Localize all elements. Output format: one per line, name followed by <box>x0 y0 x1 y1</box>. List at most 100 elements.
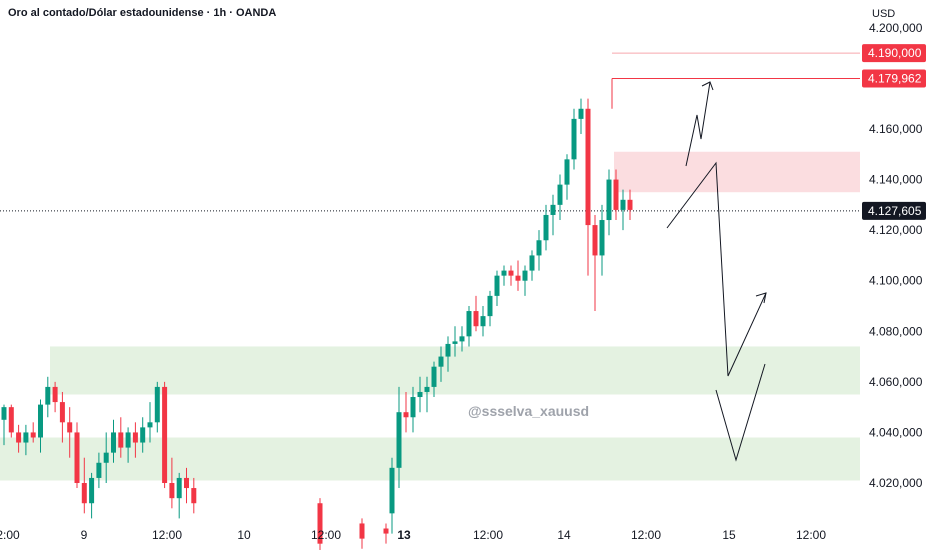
x-tick-label: 14 <box>557 528 571 542</box>
candle[interactable] <box>45 376 51 418</box>
candle-body <box>550 204 556 215</box>
candle[interactable] <box>111 419 116 463</box>
candle-body <box>424 386 430 392</box>
candle-body <box>592 225 598 256</box>
candle[interactable] <box>487 290 493 327</box>
candle[interactable] <box>543 204 549 251</box>
candle-body <box>389 467 395 514</box>
candle-body <box>599 220 605 256</box>
candle[interactable] <box>389 457 395 534</box>
candle[interactable] <box>125 427 131 463</box>
candle[interactable] <box>501 265 507 286</box>
candle[interactable] <box>424 376 430 413</box>
candle[interactable] <box>431 361 437 398</box>
candle-body <box>59 402 65 423</box>
candle[interactable] <box>383 523 389 544</box>
candle[interactable] <box>585 98 591 276</box>
price-label-box <box>862 69 926 88</box>
candle[interactable] <box>592 214 598 312</box>
candle[interactable] <box>473 295 479 332</box>
candle[interactable] <box>176 472 182 519</box>
candle-body <box>118 432 124 448</box>
x-tick-label: 10 <box>237 528 251 542</box>
candle[interactable] <box>154 381 160 433</box>
levels-layer <box>0 52 860 212</box>
candle[interactable] <box>162 381 168 489</box>
candle[interactable] <box>30 422 36 443</box>
candle[interactable] <box>494 270 500 306</box>
candle[interactable] <box>359 518 365 549</box>
candle[interactable] <box>59 391 65 443</box>
candle[interactable] <box>536 230 542 271</box>
candle[interactable] <box>620 189 626 231</box>
candle[interactable] <box>522 265 528 296</box>
candle-body <box>578 108 584 119</box>
candle[interactable] <box>81 457 87 514</box>
candle[interactable] <box>410 386 416 433</box>
candle[interactable] <box>52 381 58 413</box>
x-tick-label: 15 <box>722 528 736 542</box>
candle[interactable] <box>396 386 402 489</box>
candle[interactable] <box>515 260 521 291</box>
candle-body <box>191 488 197 504</box>
candle[interactable] <box>459 326 465 352</box>
candle[interactable] <box>23 424 29 456</box>
candle[interactable] <box>445 336 451 372</box>
candle[interactable] <box>74 422 80 489</box>
candle[interactable] <box>508 265 514 286</box>
candle[interactable] <box>38 399 43 453</box>
y-axis: 4.020,000 4.040,000 4.060,000 4.080,000 4.10… <box>869 21 923 490</box>
candle[interactable] <box>557 174 563 221</box>
candle[interactable] <box>564 154 570 200</box>
candle[interactable] <box>599 204 605 276</box>
candle[interactable] <box>147 402 153 443</box>
candle-body <box>620 199 626 210</box>
candle[interactable] <box>452 326 458 357</box>
candle[interactable] <box>438 346 444 382</box>
demand-zone <box>0 437 860 481</box>
candle[interactable] <box>118 417 124 458</box>
candle[interactable] <box>8 404 14 438</box>
candle[interactable] <box>191 477 197 514</box>
candle[interactable] <box>169 457 175 509</box>
candle-body <box>184 477 189 489</box>
candle-body <box>466 311 472 337</box>
candle[interactable] <box>317 498 323 555</box>
candle[interactable] <box>132 422 138 458</box>
candle-body <box>543 214 549 241</box>
candle-body <box>52 386 58 403</box>
candle[interactable] <box>480 306 486 337</box>
candle[interactable] <box>140 417 146 453</box>
candle[interactable] <box>103 432 109 483</box>
candle-body <box>383 528 389 534</box>
candle[interactable] <box>613 169 619 221</box>
candle-body <box>132 432 138 443</box>
candle-body <box>529 255 535 271</box>
currency-label: USD <box>872 8 895 20</box>
price-label-dark: 4.127,605 <box>862 201 926 220</box>
candle[interactable] <box>571 108 577 170</box>
candle[interactable] <box>16 424 22 453</box>
candle[interactable] <box>89 472 95 519</box>
candle[interactable] <box>627 189 633 221</box>
candle[interactable] <box>466 306 472 347</box>
candle[interactable] <box>606 169 612 236</box>
zones-layer <box>0 151 860 481</box>
candle[interactable] <box>529 250 535 281</box>
candle[interactable] <box>96 452 102 489</box>
candle[interactable] <box>417 376 423 413</box>
candle-body <box>452 341 458 344</box>
candle[interactable] <box>184 467 189 504</box>
candle[interactable] <box>578 98 584 135</box>
candle-body <box>606 179 612 221</box>
candle-body <box>169 483 175 499</box>
candle[interactable] <box>1 404 7 446</box>
candle-body <box>147 422 153 428</box>
candle[interactable] <box>550 194 556 236</box>
candle[interactable] <box>67 407 73 458</box>
candle[interactable] <box>403 391 409 433</box>
candle-body <box>38 404 43 438</box>
candle-body <box>162 386 168 483</box>
